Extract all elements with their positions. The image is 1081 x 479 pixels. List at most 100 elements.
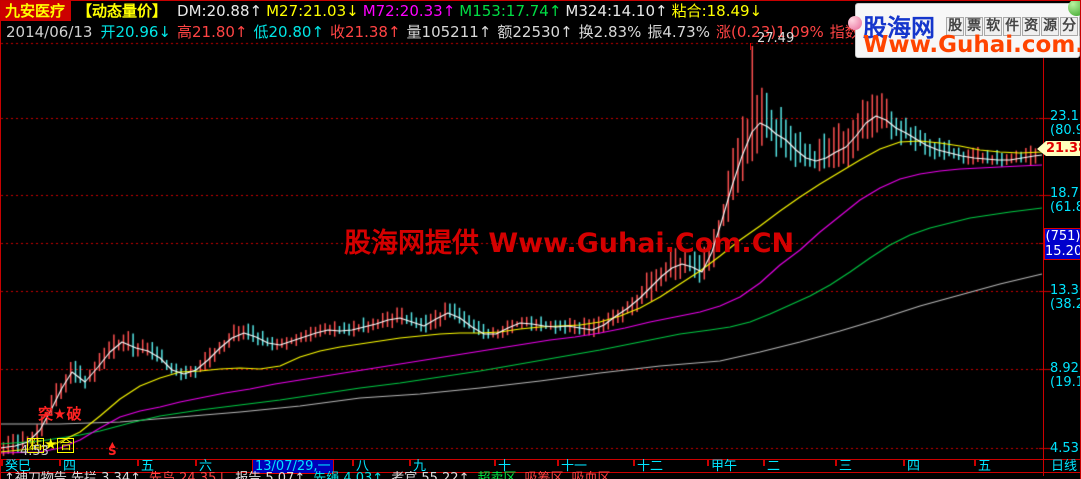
indicator-segment: 报告 5.07↑ [235,471,306,479]
price-level-label: 8.92 [1050,361,1079,376]
indicator-segment: ↑神刀物告 先拦 3.34↑ [4,471,141,479]
value-field: 涨(0.23)1.09% [715,23,824,41]
axis-label[interactable]: 九 [413,459,427,474]
watermark-tagline: 股票软件资源分享 [945,15,1081,36]
peak-price-label: 27.49 [757,31,795,46]
value-field: 收21.38↑ [330,23,401,41]
price-level-label: 13.30 [1050,283,1081,298]
axis-label[interactable]: 六 [199,459,213,474]
price-chart-canvas[interactable] [0,42,1081,459]
axis-tick [59,460,61,466]
axis-tick [195,460,197,466]
tagline-char: 分 [1060,17,1079,36]
axis-tick [763,460,765,466]
indicator-segment: 吸血区 [571,471,611,479]
bottom-indicator-bar: ↑神刀物告 先拦 3.34↑ 先鸟 24.35↓ 报告 5.07↑ 先绳 4.03↑ 考… [4,471,619,479]
current-price-tag: 21.38 [1037,141,1081,156]
indicator-title: 【动态量价】 [77,2,168,20]
converge-annotation: 粘 ★ 合 [27,435,75,453]
axis-label[interactable]: 二 [767,459,781,474]
axis-corner-line [1043,459,1044,473]
indicator-segment: 先鸟 24.35↓ [149,471,228,479]
axis-label[interactable]: 十 [498,459,512,474]
star-icon: ★ [44,435,58,453]
axis-tick [352,460,354,466]
quote-date[interactable]: 2014/06/13 [6,23,93,41]
tagline-char: 股 [946,17,965,36]
indicator-segment: 吸筹区 [524,471,564,479]
indicator-segment: 先绳 4.03↑ [313,471,384,479]
price-level-label: (61.8%) [1050,200,1081,215]
axis-tick [835,460,837,466]
watermark-card: 股海网 股票软件资源分享 Www.Guhai.com.cn [848,0,1081,58]
axis-tick [707,460,709,466]
axis-tick [409,460,411,466]
value-field: 振4.73% [647,23,710,41]
value-field: 额22530↑ [497,23,573,41]
value-field: M72:20.33↑ [362,2,456,20]
tagline-char: 源 [1041,17,1060,36]
price-level-label: 23.11 [1050,109,1081,124]
value-field: 粘合:18.49↓ [671,2,763,20]
indicator-segment: 考官 55.22↑ [391,471,470,479]
indicator-header: 九安医疗 【动态量价】 DM:20.88↑ M27:21.03↓ M72:20.33↑ M… [1,1,1080,21]
axis-tick [1,460,3,466]
axis-tick [557,460,559,466]
axis-tick [494,460,496,466]
axis-label[interactable]: 四 [907,459,921,474]
axis-tick [633,460,635,466]
axis-tick [974,460,976,466]
axis-label[interactable]: 癸巳 [5,459,32,474]
tagline-char: 票 [965,17,984,36]
stock-name[interactable]: 九安医疗 [1,1,72,21]
axis-tick [137,460,139,466]
value-field: M324:14.10↑ [565,2,668,20]
up-arrow-icon: ▲ [109,440,116,449]
cost-price: 15.20 [1045,244,1081,259]
price-level-label: 18.72 [1050,186,1081,201]
time-axis: 癸巳 四 五 六 八 九 十 十一 十二 甲午 二 三 四 五 13/07/29,一 日线 [1,459,1080,474]
tagline-char: 软 [984,17,1003,36]
axis-label[interactable]: 五 [141,459,155,474]
axis-label[interactable]: 三 [839,459,853,474]
indicator-segment: 超卖区 [477,471,517,479]
axis-label[interactable]: 甲午 [711,459,738,474]
axis-label[interactable]: 八 [356,459,370,474]
period-label[interactable]: 日线 [1051,459,1078,474]
watermark-site-name: 股海网 [863,14,935,42]
axis-label[interactable]: 五 [978,459,992,474]
tagline-char: 件 [1003,17,1022,36]
cost-days: (751) [1045,229,1081,244]
signal-marker: ▲ S [108,440,117,458]
value-field: 低20.80↑ [253,23,325,41]
value-field: 量105211↑ [406,23,492,41]
price-level-label: (38.2%) [1050,297,1081,312]
value-field: 高21.80↑ [176,23,248,41]
watermark-url[interactable]: Www.Guhai.com.cn [863,32,1081,58]
breakout-annotation: 突★破 [38,405,82,423]
value-field: M153:17.74↑ [459,2,562,20]
green-ball-icon [1068,0,1081,16]
ma-values: DM:20.88↑ M27:21.03↓ M72:20.33↑ M153:17.74↑… [177,2,766,20]
value-field: DM:20.88↑ [177,2,263,20]
cost-price-box: (751) 15.20 [1044,228,1081,260]
price-level-label: (80.9%) [1050,123,1081,138]
value-field: 开20.96↓ [100,23,171,41]
axis-separator-line [1043,42,1044,476]
watermark-text: 股海网提供 Www.Guhai.Com.CN [344,228,795,259]
low-price-label: 4.53 [20,444,49,459]
quote-values: 开20.96↓ 高21.80↑ 低20.80↑ 收21.38↑ 量105211↑ 额225… [100,23,977,41]
axis-label[interactable]: 十一 [561,459,588,474]
value-field: 换2.83% [578,23,642,41]
tagline-char: 资 [1022,17,1041,36]
peak-tick [750,43,751,50]
axis-label[interactable]: 四 [63,459,77,474]
axis-label[interactable]: 十二 [637,459,664,474]
axis-tick [903,460,905,466]
selected-date-box[interactable]: 13/07/29,一 [252,459,334,474]
value-field: M27:21.03↓ [266,2,359,20]
price-level-label: 4.53 [1050,441,1079,456]
pink-ball-icon [848,16,862,30]
price-level-label: (19.1%) [1050,375,1081,390]
